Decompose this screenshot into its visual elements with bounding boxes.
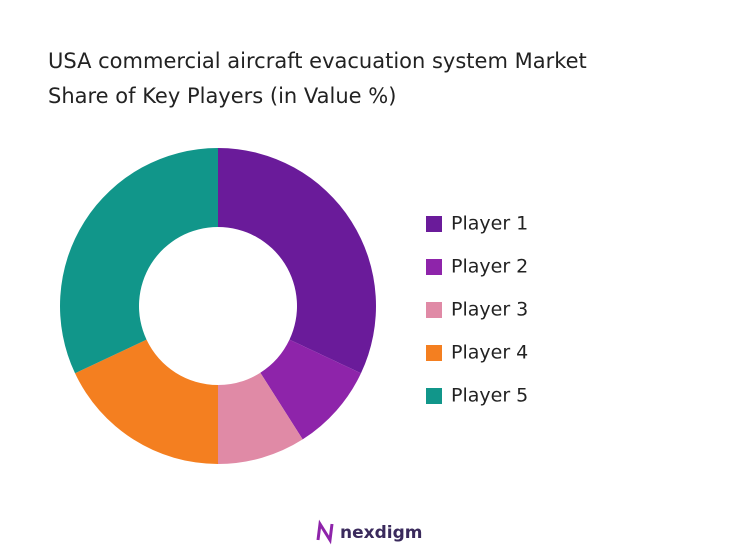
legend-swatch bbox=[426, 345, 442, 361]
legend-label: Player 5 bbox=[451, 385, 528, 407]
donut-slice bbox=[218, 148, 377, 374]
legend-label: Player 1 bbox=[451, 213, 528, 235]
legend-label: Player 3 bbox=[451, 299, 528, 321]
legend-swatch bbox=[426, 216, 442, 232]
donut-slice bbox=[59, 148, 218, 374]
donut-slice bbox=[260, 339, 361, 440]
legend-label: Player 4 bbox=[451, 342, 528, 364]
brand: nexdigm bbox=[340, 523, 422, 543]
legend-label: Player 2 bbox=[451, 256, 528, 278]
legend-swatch bbox=[426, 259, 442, 275]
legend-swatch bbox=[426, 388, 442, 404]
logo bbox=[316, 519, 334, 545]
chart-title: Share of Key Players (in Value %) bbox=[48, 84, 396, 108]
donut-slice bbox=[218, 372, 303, 464]
logo-icon bbox=[316, 519, 334, 545]
donut-slice bbox=[75, 339, 218, 464]
legend-swatch bbox=[426, 302, 442, 318]
chart-title: USA commercial aircraft evacuation syste… bbox=[48, 49, 587, 73]
